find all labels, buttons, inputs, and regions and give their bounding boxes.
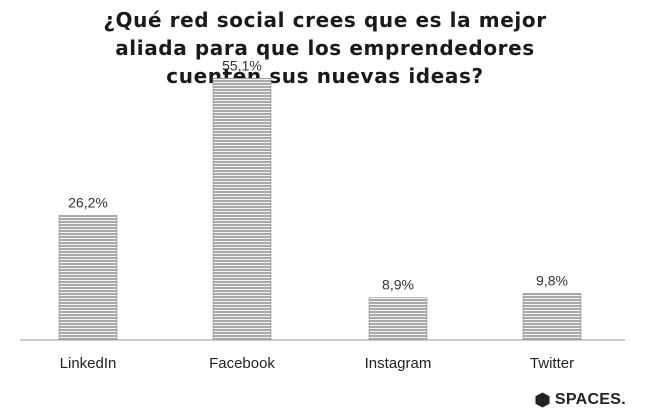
- category-label-twitter: Twitter: [530, 355, 574, 372]
- chart-title: ¿Qué red social crees que es la mejor al…: [0, 6, 650, 90]
- bar-facebook: [212, 77, 272, 341]
- data-label-facebook: 55,1%: [222, 57, 262, 73]
- bar-instagram: [368, 297, 428, 341]
- hexagon-logo-icon: [535, 392, 550, 408]
- chart-title-line-1: ¿Qué red social crees que es la mejor: [103, 8, 547, 32]
- bars-group: [58, 77, 582, 341]
- bar-twitter: [522, 293, 582, 341]
- chart-title-line-2: aliada para que los emprendedores: [115, 36, 535, 60]
- category-label-linkedin: LinkedIn: [60, 355, 117, 372]
- category-label-instagram: Instagram: [365, 355, 432, 372]
- brand-name: SPACES.: [554, 391, 626, 408]
- bar-linkedin: [58, 215, 118, 341]
- brand-logo: SPACES.: [535, 391, 626, 409]
- category-label-facebook: Facebook: [209, 355, 275, 372]
- data-label-instagram: 8,9%: [382, 277, 414, 293]
- data-label-linkedin: 26,2%: [68, 195, 108, 211]
- labels-group: 26,2% LinkedIn 55,1% Facebook 8,9% Instagram 9…: [60, 57, 574, 372]
- data-label-twitter: 9,8%: [536, 272, 568, 288]
